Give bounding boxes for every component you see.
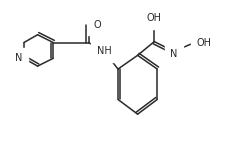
- Text: NH: NH: [97, 46, 112, 56]
- Text: N: N: [170, 49, 177, 59]
- Text: OH: OH: [197, 38, 212, 48]
- Text: O: O: [94, 20, 101, 30]
- Text: OH: OH: [147, 13, 162, 23]
- Text: N: N: [15, 53, 23, 63]
